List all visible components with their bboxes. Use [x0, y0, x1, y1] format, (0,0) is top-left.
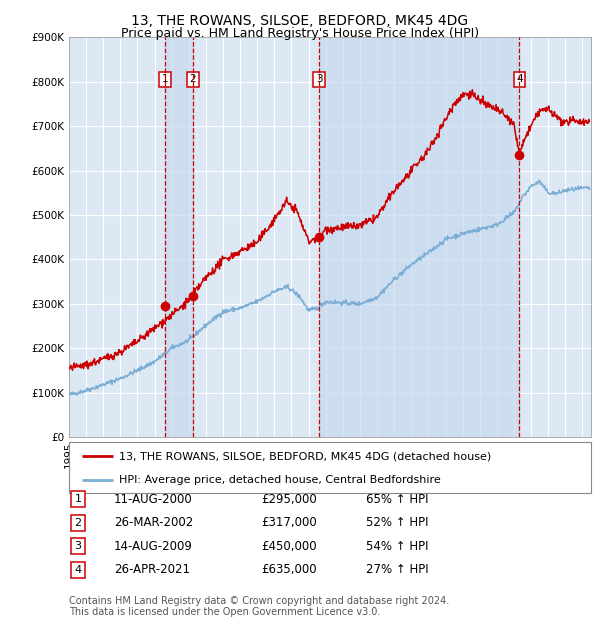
Text: 26-APR-2021: 26-APR-2021 [114, 564, 190, 576]
Text: 14-AUG-2009: 14-AUG-2009 [114, 540, 193, 552]
Text: 4: 4 [516, 74, 523, 84]
Text: 11-AUG-2000: 11-AUG-2000 [114, 493, 193, 505]
Text: 27% ↑ HPI: 27% ↑ HPI [366, 564, 428, 576]
Text: £635,000: £635,000 [261, 564, 317, 576]
Text: 4: 4 [74, 565, 82, 575]
Text: £317,000: £317,000 [261, 516, 317, 529]
Text: £450,000: £450,000 [261, 540, 317, 552]
Text: This data is licensed under the Open Government Licence v3.0.: This data is licensed under the Open Gov… [69, 607, 380, 617]
Text: 65% ↑ HPI: 65% ↑ HPI [366, 493, 428, 505]
Text: 1: 1 [74, 494, 82, 504]
Bar [319, 37, 520, 437]
Text: 54% ↑ HPI: 54% ↑ HPI [366, 540, 428, 552]
Text: 26-MAR-2002: 26-MAR-2002 [114, 516, 193, 529]
Text: 3: 3 [74, 541, 82, 551]
Text: 13, THE ROWANS, SILSOE, BEDFORD, MK45 4DG: 13, THE ROWANS, SILSOE, BEDFORD, MK45 4D… [131, 14, 469, 28]
Text: Price paid vs. HM Land Registry's House Price Index (HPI): Price paid vs. HM Land Registry's House … [121, 27, 479, 40]
FancyBboxPatch shape [69, 442, 591, 493]
Text: 13, THE ROWANS, SILSOE, BEDFORD, MK45 4DG (detached house): 13, THE ROWANS, SILSOE, BEDFORD, MK45 4D… [119, 451, 491, 461]
Bar [165, 37, 193, 437]
Text: £295,000: £295,000 [261, 493, 317, 505]
Text: 2: 2 [74, 518, 82, 528]
Text: 1: 1 [162, 74, 169, 84]
Text: 3: 3 [316, 74, 323, 84]
Text: 2: 2 [190, 74, 196, 84]
Text: HPI: Average price, detached house, Central Bedfordshire: HPI: Average price, detached house, Cent… [119, 475, 440, 485]
Text: Contains HM Land Registry data © Crown copyright and database right 2024.: Contains HM Land Registry data © Crown c… [69, 596, 449, 606]
Text: 52% ↑ HPI: 52% ↑ HPI [366, 516, 428, 529]
